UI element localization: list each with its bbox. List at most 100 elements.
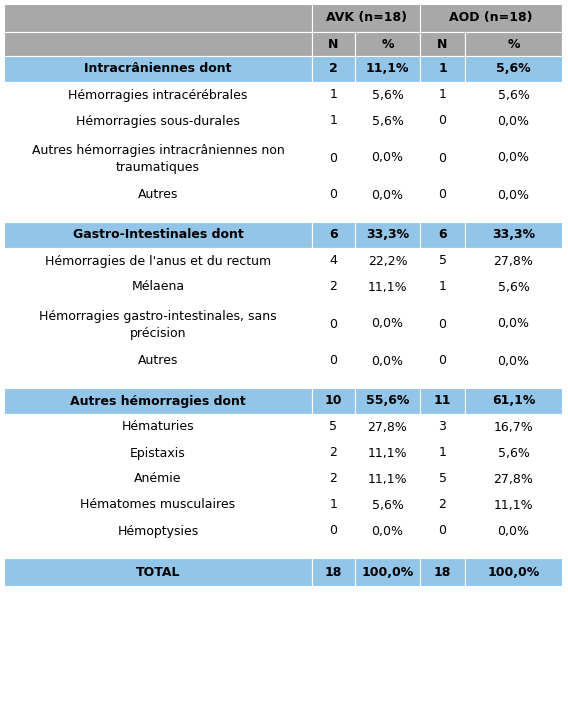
- Bar: [4, 466, 312, 492]
- Text: Anémie: Anémie: [134, 472, 182, 486]
- Bar: [4, 518, 312, 544]
- Bar: [355, 466, 420, 492]
- Text: 18: 18: [434, 566, 451, 578]
- Bar: [465, 32, 562, 56]
- Text: Autres: Autres: [138, 189, 178, 201]
- Text: 11,1%: 11,1%: [367, 446, 407, 460]
- Text: Autres hémorragies dont: Autres hémorragies dont: [70, 395, 246, 407]
- Bar: [312, 300, 355, 348]
- Bar: [420, 492, 465, 518]
- Bar: [420, 274, 465, 300]
- Text: Hémoptysies: Hémoptysies: [118, 525, 199, 537]
- Bar: [420, 108, 465, 134]
- Bar: [312, 182, 355, 208]
- Bar: [4, 348, 312, 374]
- Bar: [355, 274, 420, 300]
- Text: 0,0%: 0,0%: [371, 525, 403, 537]
- Text: 2: 2: [329, 280, 337, 294]
- Text: 0,0%: 0,0%: [498, 152, 529, 164]
- Text: 1: 1: [438, 446, 446, 460]
- Bar: [420, 248, 465, 274]
- Text: 0: 0: [329, 354, 337, 368]
- Text: 2: 2: [438, 498, 446, 512]
- Bar: [465, 374, 562, 388]
- Text: 0,0%: 0,0%: [498, 525, 529, 537]
- Bar: [4, 4, 312, 32]
- Text: 0: 0: [438, 525, 446, 537]
- Bar: [4, 374, 312, 388]
- Text: 6: 6: [438, 229, 447, 241]
- Bar: [4, 440, 312, 466]
- Text: 0,0%: 0,0%: [371, 189, 403, 201]
- Bar: [420, 544, 465, 558]
- Text: 0,0%: 0,0%: [371, 152, 403, 164]
- Text: 18: 18: [325, 566, 342, 578]
- Text: 6: 6: [329, 229, 338, 241]
- Bar: [312, 108, 355, 134]
- Bar: [465, 108, 562, 134]
- Bar: [355, 492, 420, 518]
- Bar: [4, 248, 312, 274]
- Bar: [420, 134, 465, 182]
- Bar: [312, 544, 355, 558]
- Bar: [312, 348, 355, 374]
- Bar: [465, 274, 562, 300]
- Text: 0: 0: [438, 152, 446, 164]
- Bar: [465, 544, 562, 558]
- Bar: [355, 32, 420, 56]
- Bar: [355, 134, 420, 182]
- Bar: [420, 466, 465, 492]
- Bar: [420, 222, 465, 248]
- Text: 5: 5: [438, 254, 446, 268]
- Bar: [312, 82, 355, 108]
- Bar: [4, 414, 312, 440]
- Bar: [312, 222, 355, 248]
- Text: 1: 1: [329, 88, 337, 102]
- Bar: [4, 544, 312, 558]
- Text: 0: 0: [438, 318, 446, 330]
- Text: 61,1%: 61,1%: [492, 395, 535, 407]
- Text: %: %: [507, 37, 520, 51]
- Bar: [465, 440, 562, 466]
- Bar: [355, 414, 420, 440]
- Text: 1: 1: [329, 498, 337, 512]
- Bar: [420, 32, 465, 56]
- Bar: [312, 492, 355, 518]
- Bar: [4, 56, 312, 82]
- Text: 0,0%: 0,0%: [498, 114, 529, 128]
- Bar: [355, 222, 420, 248]
- Bar: [355, 518, 420, 544]
- Bar: [420, 348, 465, 374]
- Text: Autres: Autres: [138, 354, 178, 368]
- Text: Autres hémorragies intracrâniennes non: Autres hémorragies intracrâniennes non: [32, 144, 285, 157]
- Bar: [465, 518, 562, 544]
- Bar: [312, 440, 355, 466]
- Text: 2: 2: [329, 63, 338, 76]
- Bar: [465, 558, 562, 586]
- Text: 11,1%: 11,1%: [367, 280, 407, 294]
- Bar: [420, 388, 465, 414]
- Text: 22,2%: 22,2%: [367, 254, 407, 268]
- Bar: [355, 182, 420, 208]
- Text: 0,0%: 0,0%: [371, 354, 403, 368]
- Text: 1: 1: [438, 63, 447, 76]
- Text: 33,3%: 33,3%: [366, 229, 409, 241]
- Text: Mélaena: Mélaena: [131, 280, 185, 294]
- Bar: [355, 440, 420, 466]
- Text: 10: 10: [325, 395, 343, 407]
- Text: précision: précision: [130, 327, 186, 340]
- Bar: [420, 518, 465, 544]
- Bar: [465, 248, 562, 274]
- Text: Hématomes musculaires: Hématomes musculaires: [81, 498, 236, 512]
- Bar: [4, 492, 312, 518]
- Text: 5,6%: 5,6%: [371, 498, 403, 512]
- Text: 2: 2: [329, 472, 337, 486]
- Text: Hémorragies gastro-intestinales, sans: Hémorragies gastro-intestinales, sans: [39, 311, 277, 323]
- Bar: [312, 466, 355, 492]
- Bar: [465, 56, 562, 82]
- Text: 0: 0: [329, 152, 337, 164]
- Text: Hémorragies intracérébrales: Hémorragies intracérébrales: [68, 88, 248, 102]
- Text: %: %: [381, 37, 394, 51]
- Text: 0,0%: 0,0%: [371, 318, 403, 330]
- Bar: [420, 56, 465, 82]
